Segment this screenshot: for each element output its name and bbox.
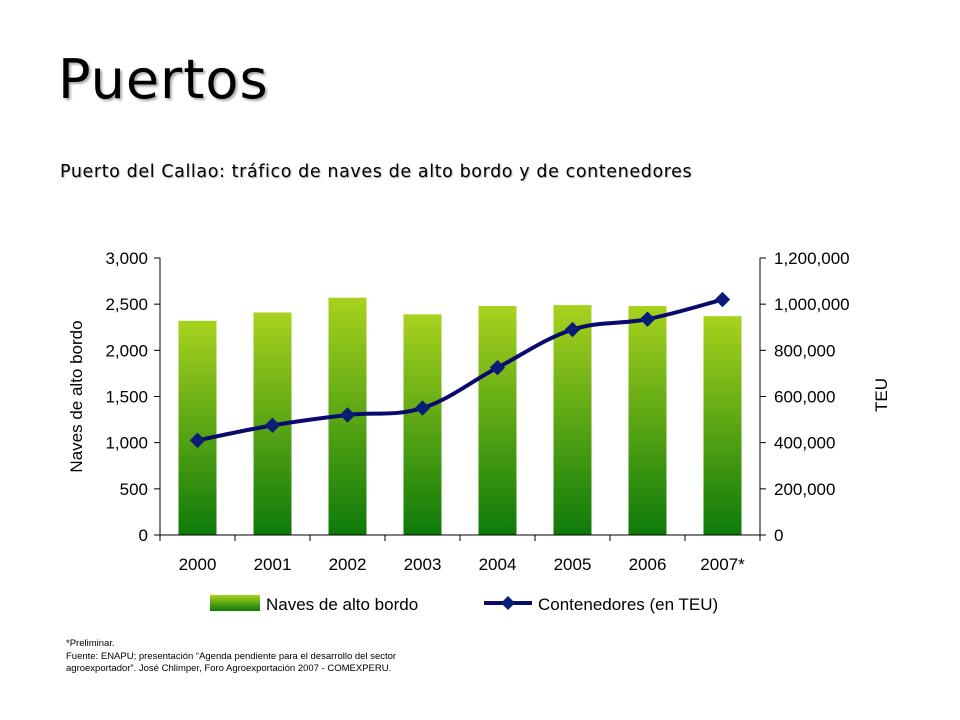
labels-group: 0 500 1,000 1,500 2,000 2,500 3,000 0 200,000 400… <box>67 249 891 574</box>
legend-marker-line <box>501 596 515 610</box>
y-tick-label-right: 400,000 <box>774 434 835 453</box>
bar-2004 <box>478 306 517 535</box>
chart-subtitle: Puerto del Callao: tráfico de naves de a… <box>60 162 693 182</box>
y-tick-label-left: 0 <box>139 526 148 545</box>
y-tick-label-right: 800,000 <box>774 341 835 360</box>
line-point-2001 <box>264 417 281 434</box>
slide-title: Puertos <box>58 48 269 111</box>
bars-group <box>178 297 742 535</box>
legend-label-bars: Naves de alto bordo <box>266 595 418 614</box>
source-footnote: *Preliminar. Fuente: ENAPU; presentación… <box>66 638 486 676</box>
line-series-group <box>189 291 731 449</box>
x-tick-label: 2007* <box>700 555 745 574</box>
line-point-2004 <box>489 359 506 376</box>
line-point-2005 <box>564 321 581 338</box>
line-point-2002 <box>339 407 356 423</box>
bar-2000 <box>178 320 217 535</box>
y-tick-label-left: 2,000 <box>105 341 148 360</box>
bar-2007 <box>703 316 742 535</box>
y-axis-title-left: Naves de alto bordo <box>67 320 86 472</box>
x-tick-label: 2003 <box>404 555 442 574</box>
line-point-2000 <box>189 432 206 449</box>
x-tick-label: 2001 <box>254 555 292 574</box>
x-tick-label: 2006 <box>629 555 667 574</box>
y-tick-label-left: 1,500 <box>105 388 148 407</box>
y-tick-label-right: 600,000 <box>774 388 835 407</box>
y-tick-label-right: 200,000 <box>774 480 835 499</box>
y-tick-label-left: 500 <box>120 480 148 499</box>
footnote-line: Fuente: ENAPU; presentación “Agenda pend… <box>66 650 397 662</box>
y-tick-label-right: 1,000,000 <box>774 295 850 314</box>
y-tick-label-right: 0 <box>774 526 783 545</box>
line-point-2007 <box>714 291 731 308</box>
line-point-2006 <box>639 311 656 327</box>
x-tick-label: 2002 <box>329 555 367 574</box>
bar-2006 <box>628 306 667 535</box>
line-point-2003 <box>414 400 431 416</box>
y-tick-label-left: 1,000 <box>105 434 148 453</box>
x-tick-label: 2005 <box>554 555 592 574</box>
x-tick-label: 2000 <box>179 555 217 574</box>
bar-2003 <box>403 314 442 535</box>
bar-2005 <box>553 305 592 535</box>
y-tick-label-right: 1,200,000 <box>774 249 850 268</box>
footnote-line: *Preliminar. <box>66 638 115 649</box>
line-contenedores <box>197 297 724 443</box>
x-tick-label: 2004 <box>479 555 517 574</box>
legend-swatch-bars <box>210 595 260 611</box>
y-tick-label-left: 2,500 <box>105 295 148 314</box>
axes-group <box>154 257 766 541</box>
y-tick-label-left: 3,000 <box>105 249 148 268</box>
footnote-line: agroexportador”. José Chlimper, Foro Agr… <box>66 663 392 674</box>
legend-label-line: Contenedores (en TEU) <box>538 595 718 614</box>
legend: Naves de alto bordo Contenedores (en TEU) <box>210 595 718 614</box>
y-axis-title-right: TEU <box>872 378 891 412</box>
